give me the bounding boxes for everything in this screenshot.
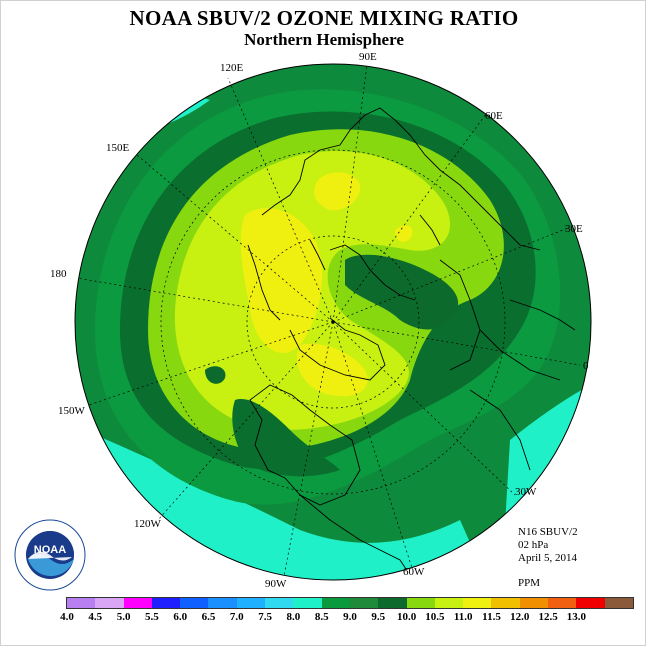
colorbar-tick-label: 5.5 bbox=[145, 611, 159, 623]
colorbar bbox=[66, 597, 634, 609]
label-120e: 120E bbox=[220, 62, 244, 74]
colorbar-swatch bbox=[95, 598, 124, 608]
colorbar-swatch bbox=[463, 598, 492, 608]
colorbar-swatch bbox=[491, 598, 520, 608]
colorbar-swatch bbox=[548, 598, 577, 608]
graticule bbox=[76, 64, 581, 577]
noaa-logo: NOAA bbox=[14, 519, 86, 591]
colorbar-tick-label: 9.5 bbox=[371, 611, 386, 623]
label-120w: 120W bbox=[134, 518, 161, 530]
colorbar-tick-label: 8.5 bbox=[314, 611, 329, 623]
colorbar-tick-label: 12.0 bbox=[510, 611, 530, 623]
colorbar-swatch bbox=[236, 598, 266, 608]
observation-date: April 5, 2014 bbox=[518, 552, 577, 564]
colorbar-tick-label: 6.0 bbox=[173, 611, 188, 623]
colorbar-tick-label: 6.5 bbox=[201, 611, 216, 623]
colorbar-tick-label: 7.5 bbox=[258, 611, 272, 623]
colorbar-tick-label: 4.0 bbox=[60, 611, 74, 623]
colorbar-tick-label: 8.0 bbox=[286, 611, 301, 623]
instrument-label: N16 SBUV/2 bbox=[518, 526, 578, 538]
colorbar-tick-label: 9.0 bbox=[343, 611, 357, 623]
colorbar-tick-label: 10.5 bbox=[425, 611, 445, 623]
label-0: 0 bbox=[583, 360, 589, 372]
colorbar-swatch bbox=[604, 598, 633, 608]
label-90w: 90W bbox=[265, 578, 287, 590]
colorbar-swatch bbox=[123, 598, 152, 608]
colorbar-tick-label: 4.5 bbox=[88, 611, 103, 623]
map-border bbox=[74, 63, 592, 581]
colorbar-swatch bbox=[349, 598, 379, 608]
colorbar-swatch bbox=[378, 598, 407, 608]
info-block: N16 SBUV/2 02 hPa April 5, 2014 PPM bbox=[518, 526, 578, 590]
label-150w: 150W bbox=[58, 405, 85, 417]
colorbar-tick-label: 5.0 bbox=[116, 611, 131, 623]
logo-text: NOAA bbox=[34, 544, 66, 556]
colorbar-swatch bbox=[67, 598, 96, 608]
colorbar-swatch bbox=[208, 598, 237, 608]
units-label: PPM bbox=[518, 577, 541, 589]
colorbar-tick-label: 11.0 bbox=[453, 611, 473, 623]
colorbar-tick-label: 12.5 bbox=[538, 611, 558, 623]
colorbar-tick-label: 7.0 bbox=[229, 611, 244, 623]
map-subtitle: Northern Hemisphere bbox=[244, 30, 404, 49]
colorbar-swatch bbox=[321, 598, 350, 608]
colorbar-swatch bbox=[406, 598, 435, 608]
label-60e: 60E bbox=[485, 110, 503, 122]
colorbar-swatch bbox=[519, 598, 549, 608]
pressure-level: 02 hPa bbox=[518, 539, 549, 551]
colorbar-swatch bbox=[434, 598, 464, 608]
label-60w: 60W bbox=[403, 566, 425, 578]
colorbar-tick-label: 13.0 bbox=[566, 611, 587, 623]
label-180: 180 bbox=[50, 268, 67, 280]
colorbar-swatch bbox=[293, 598, 322, 608]
colorbar-swatch bbox=[180, 598, 209, 608]
label-90e: 90E bbox=[359, 51, 377, 63]
colorbar-tick-label: 10.0 bbox=[396, 611, 417, 623]
colorbar-swatch bbox=[151, 598, 181, 608]
colorbar-swatch bbox=[265, 598, 294, 608]
label-150e: 150E bbox=[106, 142, 130, 154]
map-title: NOAA SBUV/2 OZONE MIXING RATIO bbox=[129, 6, 519, 30]
colorbar-swatch bbox=[576, 598, 605, 608]
label-30e: 30E bbox=[565, 223, 583, 235]
label-30w: 30W bbox=[515, 486, 537, 498]
colorbar-tick-label: 11.5 bbox=[482, 611, 501, 623]
coastlines bbox=[247, 107, 576, 580]
